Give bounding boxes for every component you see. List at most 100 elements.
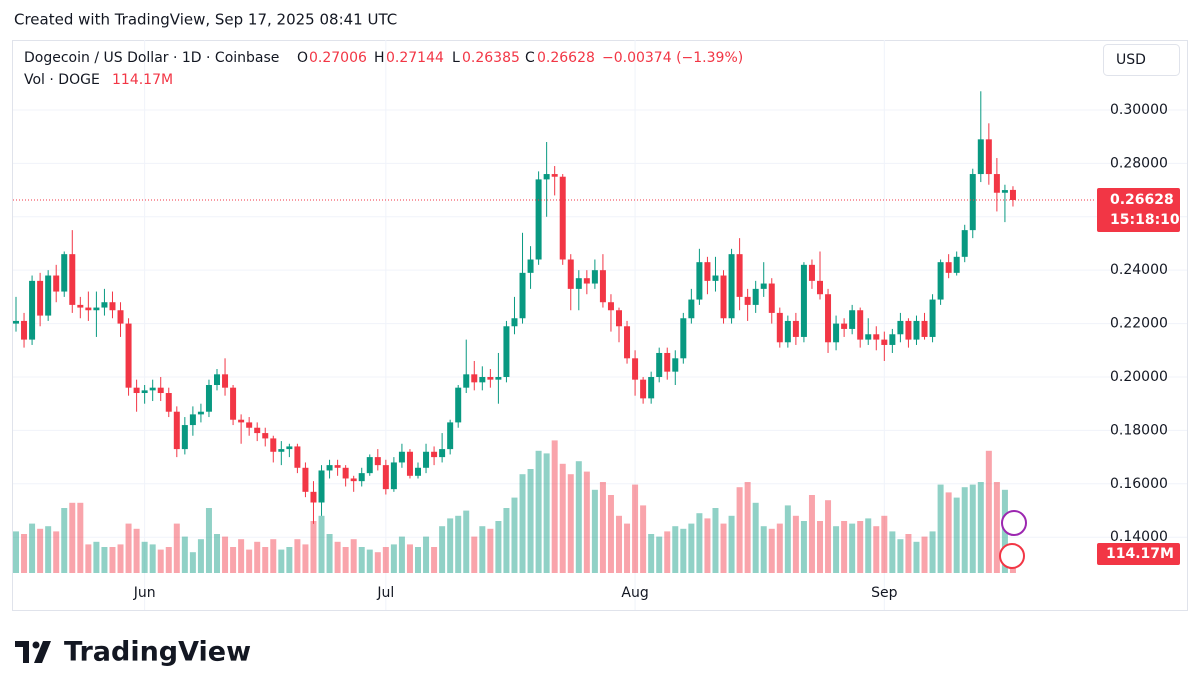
- candle-body: [1001, 190, 1008, 193]
- volume-bar: [125, 523, 132, 573]
- candle-body: [53, 275, 60, 292]
- volume-bar: [189, 552, 196, 573]
- candle-body: [173, 411, 180, 450]
- volume-bar: [921, 536, 928, 573]
- volume-bar: [479, 526, 486, 573]
- candle-body: [865, 334, 872, 340]
- candle-body: [736, 254, 743, 297]
- candle-body: [873, 334, 880, 340]
- volume-bar: [977, 482, 984, 573]
- volume-bar: [607, 495, 614, 573]
- y-tick-label: 0.14000: [1110, 529, 1168, 545]
- ohlc-value: 0.27144: [386, 50, 444, 66]
- y-tick-label: 0.30000: [1110, 102, 1168, 118]
- currency-button[interactable]: [1103, 44, 1180, 76]
- candle-body: [969, 174, 976, 231]
- volume-bar: [109, 547, 116, 573]
- volume-bar: [390, 544, 397, 573]
- candle-body: [246, 422, 253, 428]
- volume-bar: [157, 549, 164, 573]
- volume-bar: [535, 450, 542, 573]
- candle-body: [535, 179, 542, 260]
- candle-body: [495, 376, 502, 380]
- candle-body: [149, 387, 156, 391]
- volume-bar: [77, 502, 84, 573]
- candle-body: [366, 457, 373, 474]
- volume-bar: [800, 521, 807, 573]
- candle-body: [897, 320, 904, 335]
- ohlc-label: O: [297, 50, 308, 66]
- volume-bar: [664, 531, 671, 573]
- candle-body: [205, 385, 212, 412]
- candle-body: [117, 310, 124, 324]
- candle-body: [543, 174, 550, 180]
- volume-bar: [511, 497, 518, 573]
- volume-bar: [310, 521, 317, 573]
- candle-body: [519, 272, 526, 319]
- candle-body: [825, 294, 832, 343]
- plot: 0.14000 0.16000 0.18000 0.20000 0.22000 0.240…: [13, 40, 1187, 610]
- candle-body: [45, 275, 52, 316]
- candle-body: [439, 449, 446, 458]
- candle-body: [921, 320, 928, 337]
- volume-bar: [286, 547, 293, 573]
- volume-bar: [583, 471, 590, 573]
- volume-bar: [230, 547, 237, 573]
- volume-bar: [937, 484, 944, 573]
- candle-body: [415, 467, 421, 476]
- volume-bar: [358, 547, 365, 573]
- candle-body: [680, 318, 687, 359]
- candle-body: [833, 323, 840, 343]
- volume-bar: [704, 518, 711, 573]
- volume-bar: [825, 500, 832, 573]
- volume-bar: [559, 463, 566, 573]
- volume-bar: [776, 523, 783, 573]
- volume-bar: [897, 539, 904, 573]
- volume-bar: [222, 536, 229, 573]
- candle-body: [294, 446, 301, 468]
- volume-title: Vol · DOGE: [24, 72, 100, 88]
- volume-bar: [712, 508, 719, 573]
- volume-bar: [85, 544, 92, 573]
- candle-body: [398, 451, 405, 463]
- candle-body: [616, 310, 622, 327]
- volume-bar: [398, 536, 405, 573]
- candle-body: [977, 139, 984, 175]
- candle-body: [447, 422, 454, 450]
- volume-bar: [519, 474, 526, 573]
- volume-bar: [350, 539, 357, 573]
- volume-bar: [495, 521, 502, 573]
- volume-bar: [53, 531, 60, 573]
- candle-body: [85, 307, 92, 311]
- candle-body: [270, 438, 277, 452]
- volume-bar: [841, 521, 848, 573]
- volume-bar: [101, 547, 108, 573]
- volume-bar: [326, 534, 333, 573]
- volume-bar: [294, 539, 301, 573]
- volume-bar: [688, 523, 695, 573]
- candle-body: [93, 307, 100, 311]
- candle-body: [230, 387, 237, 420]
- volume-bar: [214, 534, 220, 573]
- volume-bar: [382, 547, 389, 573]
- volume-bar: [575, 461, 582, 573]
- volume-bar: [197, 539, 204, 573]
- volume-bar: [93, 541, 100, 573]
- volume-bar: [969, 484, 976, 573]
- candle-body: [760, 283, 767, 289]
- candle-body: [479, 376, 486, 383]
- x-tick-label: Aug: [621, 585, 648, 601]
- candle-body: [77, 304, 84, 308]
- ohlc-value: 0.26628: [537, 50, 595, 66]
- volume-bar: [334, 541, 341, 573]
- volume-bar: [246, 549, 253, 573]
- candle-body: [141, 390, 148, 394]
- brand-logo: [15, 641, 51, 663]
- currency: USD: [1116, 52, 1146, 68]
- price-change: −0.00374 (−1.39%): [602, 50, 743, 66]
- candle-body: [929, 299, 936, 337]
- volume-bar: [696, 513, 703, 573]
- volume-bar: [342, 547, 349, 573]
- price-tag: [1097, 188, 1180, 233]
- volume-bar: [278, 549, 285, 573]
